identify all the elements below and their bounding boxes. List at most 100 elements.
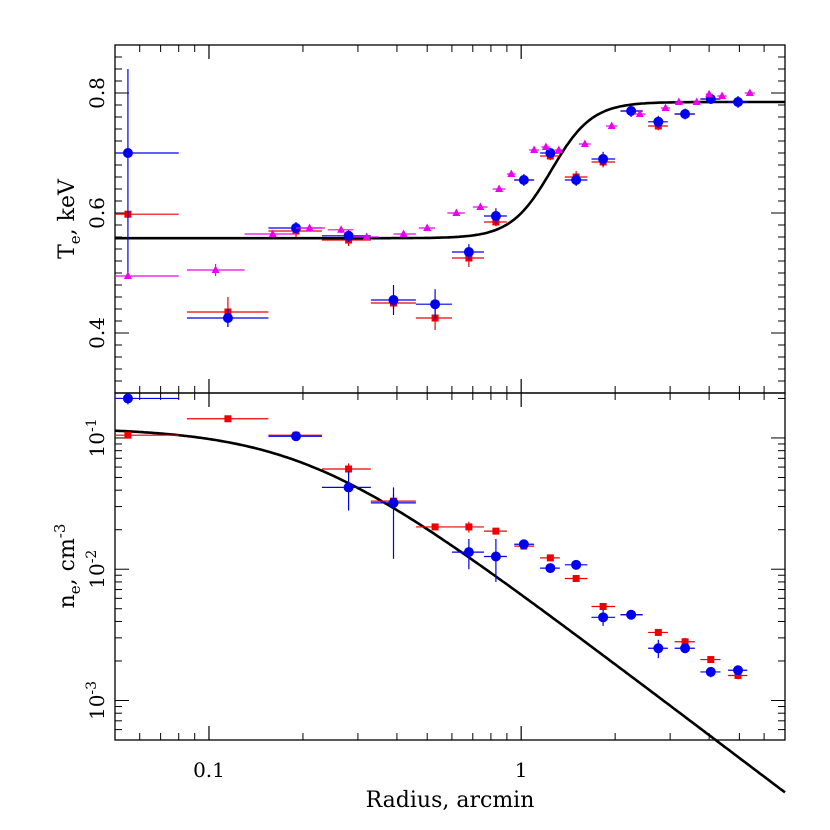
x-tick-label: 0.1 xyxy=(193,758,225,782)
top-ylabel-main: T xyxy=(55,244,80,259)
bottom-ylabel-rest: , cm xyxy=(55,538,80,585)
blue-circle-point xyxy=(430,299,441,310)
blue-circle-point xyxy=(571,559,582,570)
blue-circle-point xyxy=(343,230,354,241)
blue-circle-point xyxy=(598,612,609,623)
temperature-model-curve xyxy=(115,100,785,240)
blue-circle-point xyxy=(680,109,691,119)
blue-circle-point xyxy=(122,148,133,158)
blue-circle-point xyxy=(653,116,664,127)
red-square-point xyxy=(124,431,132,439)
magenta-triangle-point xyxy=(268,229,277,237)
top-panel: 0.4 0.6 0.8 Te, keV xyxy=(55,44,786,394)
bottom-panel-frame xyxy=(114,392,786,741)
blue-circle-point xyxy=(490,551,501,562)
red-square-point xyxy=(681,638,689,646)
y-tick-base: 10 xyxy=(85,695,109,720)
top-ylabel-sub: e xyxy=(66,235,84,244)
bottom-ylabel-sup: -3 xyxy=(51,524,69,539)
top-ylabel-rest: , keV xyxy=(55,178,80,235)
red-square-point xyxy=(224,415,232,423)
y-tick-base: 10 xyxy=(85,432,109,457)
blue-circle-point xyxy=(463,247,474,257)
blue-circle-point xyxy=(733,97,744,107)
magenta-triangle-point xyxy=(495,184,504,192)
blue-circle-point xyxy=(222,313,233,323)
blue-circle-point xyxy=(343,482,354,493)
magenta-triangle-point xyxy=(507,169,516,177)
blue-circle-point xyxy=(545,148,556,158)
magenta-triangle-point xyxy=(337,225,346,233)
magenta-triangle-point xyxy=(661,103,670,111)
magenta-triangle-point xyxy=(580,139,589,147)
blue-circle-point xyxy=(463,547,474,558)
y-tick-label: 0.8 xyxy=(85,77,109,109)
blue-circle-point xyxy=(653,643,664,654)
x-tick-label: 1 xyxy=(515,758,528,782)
blue-circle-point xyxy=(388,295,399,305)
x-axis-label: Radius, arcmin xyxy=(366,788,535,813)
red-square-point xyxy=(345,465,353,473)
magenta-triangle-point xyxy=(635,109,644,117)
blue-circle-point xyxy=(518,539,529,550)
red-square-point xyxy=(599,602,607,610)
red-square-point xyxy=(492,527,500,535)
y-tick-label: 10-1 xyxy=(84,418,109,457)
blue-circle-point xyxy=(291,431,302,442)
magenta-triangle-point xyxy=(718,91,727,99)
red-square-point xyxy=(707,656,715,664)
magenta-triangle-point xyxy=(452,208,461,216)
magenta-triangle-point xyxy=(554,145,563,153)
y-tick-label: 0.4 xyxy=(85,317,109,349)
magenta-triangle-point xyxy=(476,202,485,210)
magenta-triangle-point xyxy=(399,229,408,237)
magenta-triangle-point xyxy=(530,145,539,153)
top-panel-frame xyxy=(114,44,786,394)
y-tick-exponent: -2 xyxy=(84,550,100,564)
blue-circle-point xyxy=(518,175,529,185)
temperature-model-line xyxy=(115,100,785,240)
y-tick-label: 10-2 xyxy=(84,550,109,589)
red-square-point xyxy=(431,523,439,531)
density-model-curve xyxy=(114,429,786,794)
y-tick-label: 0.6 xyxy=(85,197,109,229)
bottom-ylabel-sub: e xyxy=(66,585,84,594)
y-tick-exponent: -3 xyxy=(84,681,100,695)
blue-circle-point xyxy=(598,154,609,164)
bottom-y-axis-label: ne, cm-3 xyxy=(51,524,84,609)
magenta-triangle-point xyxy=(674,97,683,105)
bottom-panel: 0.1 110-310-210-1 ne, cm-3 Radius, arcmin xyxy=(51,392,786,813)
density-data-points xyxy=(115,393,748,680)
y-tick-label: 10-3 xyxy=(84,681,109,720)
y-tick-exponent: -1 xyxy=(84,418,100,432)
blue-circle-point xyxy=(705,666,716,677)
magenta-triangle-point xyxy=(705,89,714,98)
y-tick-base: 10 xyxy=(85,563,109,588)
top-y-axis-label: Te, keV xyxy=(55,178,84,259)
blue-circle-point xyxy=(490,211,501,221)
red-square-point xyxy=(654,628,662,636)
top-panel-ticks: 0.4 0.6 0.8 xyxy=(85,45,786,393)
density-model-line xyxy=(114,429,786,794)
red-square-point xyxy=(546,554,554,562)
blue-circle-point xyxy=(122,393,133,404)
magenta-triangle-point xyxy=(692,97,701,105)
magenta-triangle-point xyxy=(123,271,132,279)
magenta-triangle-point xyxy=(607,121,616,129)
blue-circle-point xyxy=(626,609,637,620)
red-square-point xyxy=(465,523,473,531)
blue-circle-point xyxy=(545,563,556,574)
magenta-triangle-point xyxy=(362,232,371,240)
bottom-ylabel-main: n xyxy=(55,594,80,608)
blue-circle-point xyxy=(388,497,399,508)
blue-circle-point xyxy=(626,106,637,116)
magenta-triangle-point xyxy=(541,142,550,150)
magenta-triangle-point xyxy=(305,223,314,231)
magenta-triangle-point xyxy=(211,265,220,273)
blue-circle-point xyxy=(733,665,744,676)
magenta-triangle-point xyxy=(423,223,432,231)
red-square-point xyxy=(734,672,742,680)
bottom-panel-ticks: 0.1 110-310-210-1 xyxy=(84,393,786,782)
blue-circle-point xyxy=(571,175,582,185)
